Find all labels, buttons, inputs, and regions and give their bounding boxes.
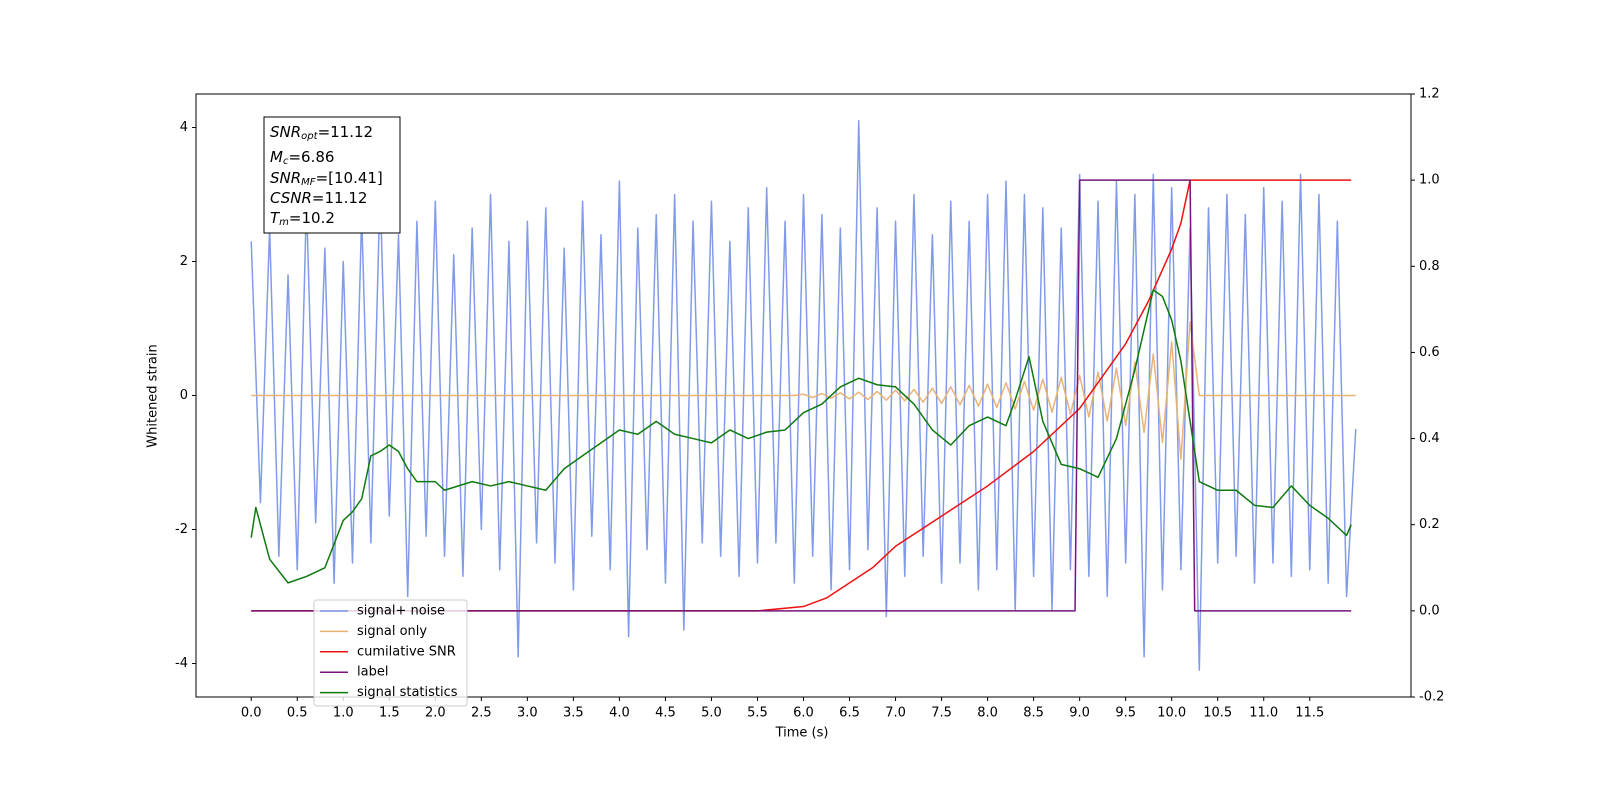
x-tick-label: 4.5 (655, 706, 676, 721)
x-tick-label: 10.5 (1203, 706, 1232, 721)
annotation-sub: opt (301, 131, 318, 142)
annotation-main: CSNR (270, 189, 312, 207)
x-tick-label: 0.5 (287, 706, 308, 721)
annotation-line: CSNR=11.12 (270, 189, 367, 207)
y2-tick-label: 0.8 (1419, 259, 1440, 274)
series-line (251, 179, 1352, 612)
annotation-rest: =11.12 (318, 123, 374, 141)
y-tick-label: 2 (180, 254, 188, 269)
x-tick-label: 2.5 (471, 706, 492, 721)
annotation-main: SNR (270, 123, 301, 141)
y2-tick-label: 0.6 (1419, 345, 1440, 360)
y-axis-label: Whitened strain (146, 344, 161, 447)
x-tick-label: 11.5 (1295, 706, 1324, 721)
x-tick-label: 8.0 (977, 706, 998, 721)
annotation-box (263, 116, 401, 234)
x-tick-label: 3.5 (563, 706, 584, 721)
annotation-rest: =[10.41] (316, 169, 383, 187)
annotation-line: SNRopt=11.12 (270, 123, 373, 143)
y2-tick-label: 1.2 (1419, 87, 1440, 102)
x-tick-label: 6.5 (839, 706, 860, 721)
x-tick-label: 2.0 (425, 706, 446, 721)
annotation-rest: =10.2 (289, 209, 335, 227)
annotation-sub: m (279, 217, 289, 228)
y-tick-label: 4 (180, 120, 188, 135)
annotation-main: T (270, 209, 281, 227)
x-tick-label: 1.5 (379, 706, 400, 721)
x-tick-label: 3.0 (517, 706, 538, 721)
y2-tick-label: 1.0 (1419, 173, 1440, 188)
series-line (250, 289, 1352, 584)
y-tick-label: 0 (180, 388, 188, 403)
series-line (251, 321, 1356, 460)
x-tick-label: 6.0 (793, 706, 814, 721)
legend-label: signal+ noise (357, 604, 445, 619)
x-tick-label: 11.0 (1249, 706, 1278, 721)
legend-label: label (357, 665, 388, 680)
x-tick-label: 1.0 (333, 706, 354, 721)
annotation-line: SNRMF=[10.41] (270, 169, 383, 189)
x-axis-label: Time (s) (775, 726, 829, 741)
annotation-line: Mc=6.86 (270, 148, 334, 168)
series-line (250, 120, 1357, 671)
annotation-main: M (270, 148, 283, 166)
annotation-sub: c (283, 156, 289, 167)
y2-tick-label: -0.2 (1419, 690, 1444, 705)
annotation-rest: =11.12 (312, 189, 368, 207)
x-tick-label: 9.0 (1069, 706, 1090, 721)
annotation-sub: MF (301, 177, 316, 188)
x-tick-label: 4.0 (609, 706, 630, 721)
legend-box (313, 599, 468, 707)
y2-tick-label: 0.4 (1419, 431, 1440, 446)
legend-label: signal only (357, 624, 427, 639)
x-tick-label: 0.0 (241, 706, 262, 721)
x-tick-label: 8.5 (1023, 706, 1044, 721)
x-tick-label: 5.0 (701, 706, 722, 721)
x-tick-label: 7.0 (885, 706, 906, 721)
y2-tick-label: 0.2 (1419, 517, 1440, 532)
y2-tick-label: 0.0 (1419, 603, 1440, 618)
y-tick-label: -4 (175, 656, 188, 671)
x-tick-label: 9.5 (1115, 706, 1136, 721)
annotation-rest: =6.86 (288, 148, 334, 166)
annotation-main: SNR (270, 169, 301, 187)
x-tick-label: 10.0 (1157, 706, 1186, 721)
annotation-line: Tm=10.2 (270, 209, 335, 229)
y-tick-label: -2 (175, 522, 188, 537)
legend-label: cumilative SNR (357, 644, 456, 659)
legend-label: signal statistics (357, 685, 458, 700)
x-tick-label: 7.5 (931, 706, 952, 721)
series-line (251, 179, 1352, 612)
x-tick-label: 5.5 (747, 706, 768, 721)
